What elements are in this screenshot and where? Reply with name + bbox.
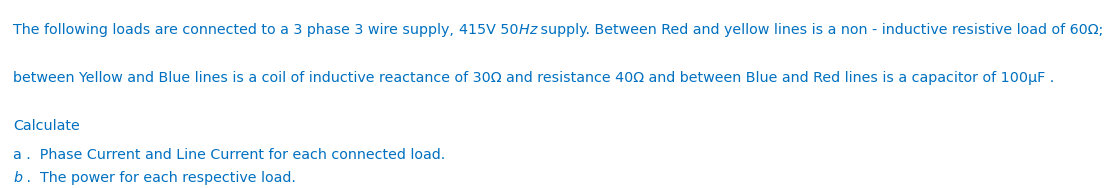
Text: a .  Phase Current and Line Current for each connected load.: a . Phase Current and Line Current for e… (13, 148, 446, 162)
Text: z: z (529, 23, 537, 37)
Text: .  The power for each respective load.: . The power for each respective load. (22, 171, 297, 185)
Text: H: H (518, 23, 529, 37)
Text: 415V 50: 415V 50 (459, 23, 518, 37)
Text: The following loads are connected to a 3 phase 3 wire supply,: The following loads are connected to a 3… (13, 23, 459, 37)
Text: b: b (13, 171, 22, 185)
Text: supply. Between Red and yellow lines is a non - inductive resistive load of 60Ω;: supply. Between Red and yellow lines is … (537, 23, 1103, 37)
Text: between Yellow and Blue lines is a coil of inductive reactance of 30Ω and resist: between Yellow and Blue lines is a coil … (13, 71, 1054, 85)
Text: Calculate: Calculate (13, 119, 80, 133)
